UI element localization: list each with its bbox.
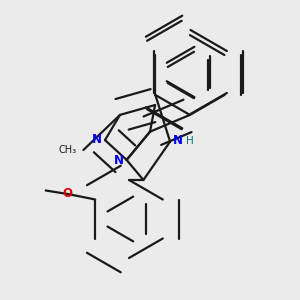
Text: O: O <box>62 187 72 200</box>
Text: N: N <box>92 133 101 146</box>
Text: CH₃: CH₃ <box>59 145 77 155</box>
Text: N: N <box>172 134 182 148</box>
Text: H: H <box>186 136 194 146</box>
Text: N: N <box>114 154 124 167</box>
